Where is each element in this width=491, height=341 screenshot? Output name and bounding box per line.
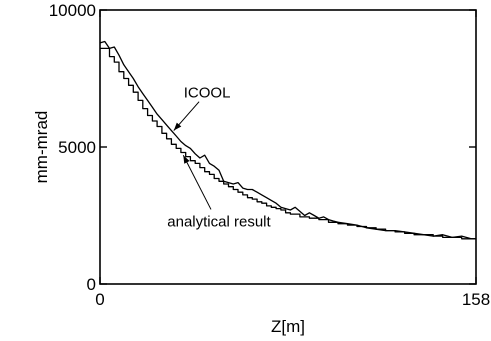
- axis-ticks: [99, 9, 477, 285]
- x-tick-label: 158: [462, 290, 490, 309]
- y-tick-label: 10000: [49, 1, 96, 20]
- annotation-arrowhead: [183, 155, 190, 164]
- series-layer: [99, 40, 476, 240]
- annotation-arrow-line: [182, 154, 212, 210]
- annotation-layer: ICOOL analytical result: [167, 85, 271, 231]
- plot-frame: [99, 9, 477, 285]
- tick-labels: 0 5000 10000 0 158: [49, 1, 490, 309]
- annotation-arrowhead: [173, 122, 182, 131]
- series-line-icool: [99, 40, 476, 240]
- annotation-analytical-result: analytical result: [167, 213, 271, 230]
- y-tick-label: 0: [87, 275, 96, 294]
- x-tick-label: 0: [95, 290, 104, 309]
- y-axis-title: mm-mrad: [32, 111, 51, 184]
- x-axis-title: Z[m]: [271, 317, 305, 336]
- series-line-analytical-result: [100, 47, 476, 240]
- annotation-icool: ICOOL: [184, 85, 231, 102]
- y-tick-label: 5000: [58, 138, 96, 157]
